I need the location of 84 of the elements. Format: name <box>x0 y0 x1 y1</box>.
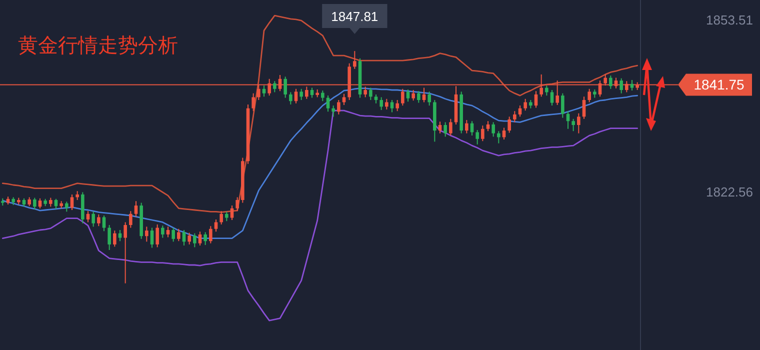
candlestick <box>209 226 212 244</box>
candlestick <box>188 232 191 245</box>
candlestick <box>113 230 116 248</box>
candlestick <box>134 200 138 218</box>
candlestick <box>390 100 394 113</box>
candlestick <box>70 194 74 210</box>
candlestick <box>310 87 314 98</box>
candlestick <box>396 100 399 112</box>
candlestick <box>108 224 111 250</box>
candlestick <box>534 90 538 108</box>
candlestick <box>417 90 420 104</box>
candlestick <box>118 230 122 242</box>
candlestick <box>182 230 186 246</box>
candlestick <box>124 222 127 284</box>
candlestick <box>369 87 372 100</box>
candlestick <box>508 116 511 134</box>
candlestick <box>572 118 575 132</box>
candlestick <box>321 90 324 102</box>
candlestick <box>145 226 148 242</box>
candlestick <box>156 224 159 248</box>
candlestick <box>65 201 68 212</box>
candlestick <box>385 98 388 110</box>
candlestick <box>449 118 452 136</box>
candlestick <box>262 85 266 98</box>
candlestick <box>337 100 340 115</box>
candlestick <box>33 197 36 210</box>
candlestick <box>588 88 591 103</box>
candlestick <box>332 105 335 118</box>
candlestick <box>204 232 207 246</box>
candlestick <box>166 226 170 238</box>
candlestick <box>577 112 580 134</box>
candlestick <box>465 120 468 134</box>
candlestick <box>609 75 612 90</box>
candlestick <box>294 88 298 104</box>
candlestick <box>225 211 228 222</box>
candlestick <box>342 93 346 106</box>
candlestick <box>412 90 415 102</box>
candlestick <box>326 95 330 112</box>
candlestick <box>422 87 426 103</box>
candlestick <box>300 88 303 100</box>
candlestick <box>150 227 154 248</box>
candlestick <box>177 228 180 242</box>
annotation: 1847.81 <box>331 9 378 24</box>
candlestick <box>545 85 548 96</box>
ref-line-label: 1841.75 <box>694 76 745 93</box>
candlestick <box>193 232 196 248</box>
candlestick <box>524 98 527 112</box>
y-tick-label: 1822.56 <box>706 184 753 200</box>
text: 黄金行情走势分析 <box>18 35 178 57</box>
candlestick <box>252 92 255 112</box>
candlestick <box>401 88 404 106</box>
candlestick <box>161 225 164 238</box>
candlestick <box>481 125 484 142</box>
candlestick <box>620 78 623 94</box>
candlestick <box>273 80 276 93</box>
candlestick <box>289 92 292 105</box>
candlestick <box>230 205 234 220</box>
candlestick <box>129 210 132 228</box>
candlestick <box>550 90 554 106</box>
candlestick <box>92 211 95 228</box>
candlestick <box>97 214 100 227</box>
candlestick <box>86 210 90 223</box>
candlestick <box>214 218 218 232</box>
candlestick <box>438 121 442 134</box>
candlestick <box>513 110 516 123</box>
candlestick <box>236 196 239 212</box>
candlestick <box>353 50 356 70</box>
candlestick <box>198 231 202 246</box>
candlestick <box>497 130 500 144</box>
candlestick <box>561 92 564 118</box>
candlestick <box>486 120 490 132</box>
candlestick <box>172 227 175 242</box>
candlestick <box>582 96 586 120</box>
candlestick <box>492 122 495 138</box>
candlestick <box>630 80 634 92</box>
y-tick-label: 1853.51 <box>706 12 753 28</box>
candlestick <box>444 122 447 138</box>
candlestick <box>220 210 223 225</box>
candlestick <box>380 96 383 110</box>
candlestick <box>284 76 287 98</box>
candlestick <box>428 91 431 106</box>
candlestick <box>102 215 106 232</box>
candlestick <box>406 88 410 102</box>
candlestick <box>476 130 479 145</box>
